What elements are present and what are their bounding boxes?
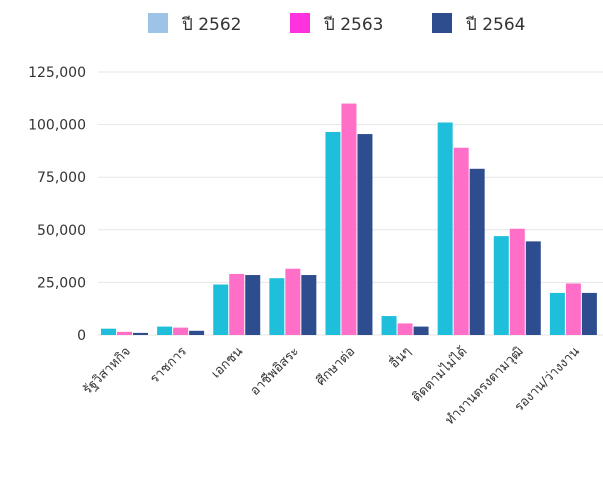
bar (381, 316, 397, 335)
bar (285, 268, 301, 335)
bar (245, 275, 261, 335)
legend-swatch (432, 13, 452, 33)
x-tick-label: ติดตามไม่ได้ (409, 344, 471, 406)
bar (493, 236, 509, 335)
bar (341, 103, 357, 335)
y-axis: 0 25,000 50,000 75,000 100,000 125,000 (28, 65, 86, 344)
bar (229, 273, 245, 335)
legend-label: ปี 2564 (465, 15, 525, 35)
bar (101, 328, 116, 335)
bars (101, 103, 597, 335)
bar (413, 326, 429, 335)
bar (469, 168, 485, 335)
legend-swatch (290, 13, 310, 33)
x-tick-label: รัฐวิสาหกิจ (80, 344, 134, 398)
bar (325, 131, 341, 335)
bar (549, 292, 565, 335)
bar (301, 275, 317, 335)
bar (133, 332, 148, 335)
bar (397, 323, 413, 335)
legend: ปี 2562 ปี 2563 ปี 2564 (148, 13, 525, 35)
bar (213, 284, 229, 335)
bar (189, 330, 205, 335)
bar (173, 327, 189, 335)
bar (437, 122, 453, 335)
y-tick-label: 125,000 (28, 65, 86, 81)
legend-label: ปี 2562 (181, 15, 241, 35)
bar (269, 278, 285, 335)
x-tick-label: เอกชน (209, 344, 246, 381)
bar (157, 326, 173, 335)
legend-swatch (148, 13, 168, 33)
x-tick-label: อาชีพอิสระ (247, 344, 302, 399)
legend-label: ปี 2563 (323, 15, 383, 35)
x-axis: รัฐวิสาหกิจ ราชการ เอกชน อาชีพอิสระ ศึกษาต่อ… (80, 343, 583, 428)
y-tick-label: 75,000 (37, 170, 86, 186)
bar (565, 283, 581, 335)
y-tick-label: 100,000 (28, 118, 86, 134)
x-tick-label: ราชการ (147, 344, 190, 387)
x-tick-label: ศึกษาต่อ (314, 344, 359, 389)
bar (453, 147, 469, 335)
bar (581, 292, 597, 335)
y-tick-label: 25,000 (37, 275, 86, 291)
bar (357, 134, 373, 335)
y-tick-label: 50,000 (37, 223, 86, 239)
bar (509, 228, 525, 335)
bar (525, 241, 541, 335)
y-tick-label: 0 (77, 328, 86, 344)
bar (117, 331, 132, 335)
x-tick-label: อื่นๆ (385, 343, 414, 372)
